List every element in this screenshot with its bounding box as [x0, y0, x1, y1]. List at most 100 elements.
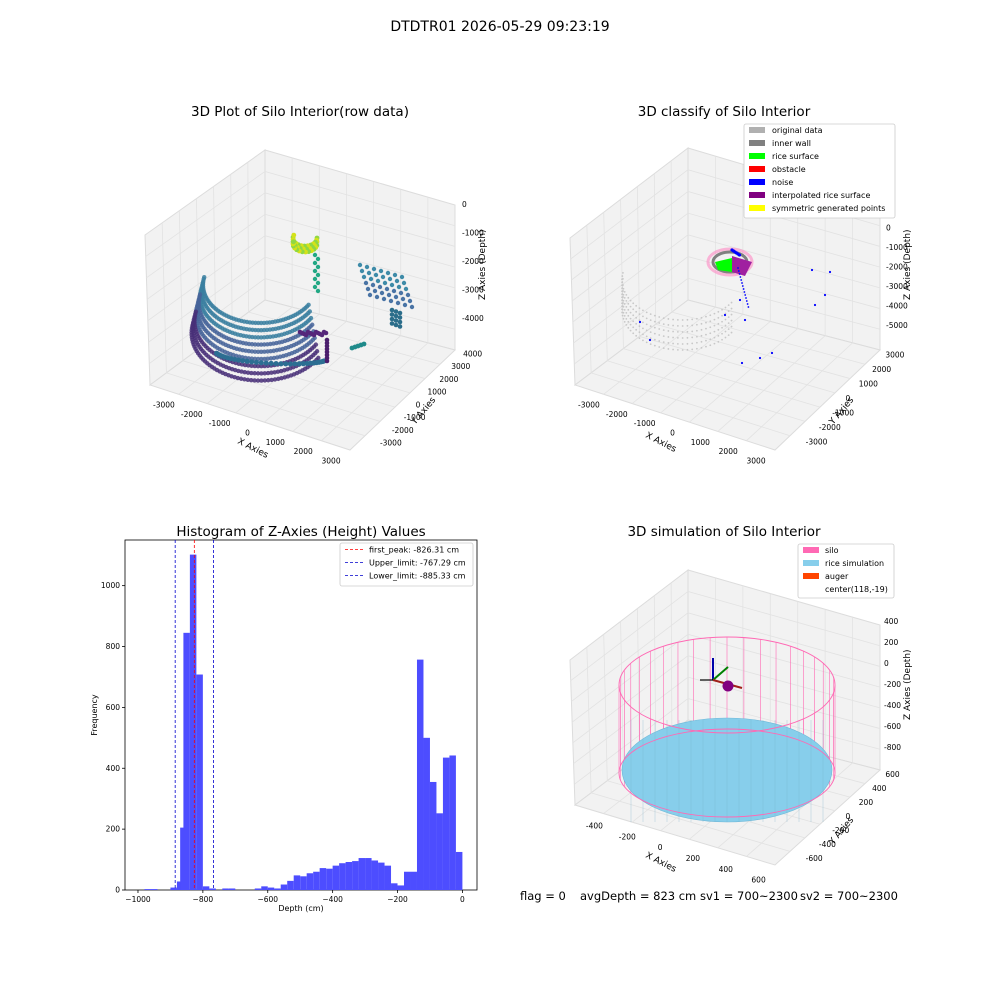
panel-classify-z-tick-label: -5000 — [886, 321, 908, 330]
original-data-point — [629, 323, 632, 326]
histogram-bar — [365, 858, 372, 890]
original-data-point — [724, 306, 727, 309]
raw-data-point — [315, 256, 321, 262]
histogram-x-tick-label: 0 — [460, 895, 465, 904]
original-data-point — [638, 307, 641, 310]
original-data-point — [695, 317, 698, 320]
original-data-point — [632, 314, 635, 317]
noise-point — [823, 293, 827, 297]
raw-data-point — [199, 286, 204, 291]
original-data-point — [658, 334, 661, 336]
panel-histogram: Histogram of Z-Axies (Height) Values −10… — [90, 524, 478, 913]
noise-point — [746, 303, 749, 305]
original-data-point — [681, 331, 684, 333]
raw-data-point — [393, 313, 399, 319]
panel-simulation-y-tick-label: 200 — [859, 798, 874, 807]
histogram-y-tick-label: 600 — [106, 703, 121, 712]
panel-classify-points — [621, 247, 832, 365]
panel-simulation-z-label: Z Axies (Depth) — [903, 649, 913, 720]
original-data-point — [695, 347, 698, 350]
raw-data-point — [253, 359, 260, 365]
classify-legend-swatch — [749, 205, 765, 211]
histogram-x-tick-label: −800 — [193, 895, 214, 904]
raw-data-point — [393, 318, 399, 323]
original-data-point — [676, 343, 679, 345]
original-data-point — [623, 302, 626, 305]
panel-classify-y-tick-label: 1000 — [859, 379, 878, 388]
histogram-title: Histogram of Z-Axies (Height) Values — [176, 524, 425, 540]
raw-data-point — [312, 252, 318, 258]
original-data-point — [717, 316, 720, 319]
raw-data-point — [374, 294, 380, 300]
raw-data-point — [255, 363, 261, 369]
raw-data-point — [373, 272, 379, 278]
simulation-legend-swatch — [803, 560, 819, 566]
original-data-point — [632, 320, 635, 323]
simulation-legend-label: auger — [825, 572, 849, 581]
raw-data-point — [397, 315, 403, 320]
original-data-point — [705, 321, 707, 324]
original-data-point — [645, 341, 648, 344]
original-data-point — [681, 337, 684, 339]
original-data-point — [638, 325, 641, 328]
original-data-point — [642, 309, 644, 312]
original-data-point — [676, 325, 679, 327]
raw-data-point — [391, 288, 397, 294]
noise-point — [740, 361, 744, 365]
panel-classify-y-tick-label: -3000 — [806, 438, 828, 447]
original-data-point — [629, 329, 632, 332]
noise-point — [741, 285, 744, 287]
panel-simulation-y-tick-label: 0 — [846, 812, 851, 821]
raw-data-point — [193, 309, 199, 314]
raw-data-point — [265, 349, 270, 354]
raw-data-point — [252, 371, 257, 376]
raw-data-point — [259, 342, 264, 347]
raw-data-point — [245, 370, 251, 375]
raw-data-point — [403, 286, 409, 292]
raw-data-point — [262, 378, 268, 383]
original-data-point — [622, 317, 625, 320]
noise-point — [737, 270, 740, 272]
raw-data-point — [361, 341, 367, 347]
raw-data-point — [393, 294, 399, 300]
original-data-point — [709, 326, 712, 329]
panel-simulation-3d: 3D simulation of Silo Interior -400 -200 0… — [569, 524, 913, 885]
silo-top-ring — [618, 636, 836, 734]
original-data-point — [705, 315, 707, 318]
raw-data-point — [359, 268, 365, 274]
status-footer: flag = 0 avgDepth = 823 cm sv1 = 700~230… — [520, 889, 898, 903]
histogram-legend-label: Lower_limit: -885.33 cm — [369, 572, 466, 581]
original-data-point — [632, 302, 635, 305]
noise-point — [744, 294, 747, 296]
original-data-point — [658, 328, 661, 330]
original-data-point — [653, 320, 656, 323]
original-data-point — [621, 281, 624, 283]
raw-data-point — [392, 272, 398, 278]
histogram-bar — [455, 851, 463, 890]
raw-data-point — [269, 377, 274, 383]
original-data-point — [705, 339, 707, 342]
raw-data-point — [400, 296, 406, 302]
original-data-point — [717, 310, 720, 313]
simulation-legend-swatch — [803, 573, 819, 579]
original-data-point — [691, 342, 694, 345]
original-data-point — [721, 338, 723, 341]
panel-raw-y-tick-label: 3000 — [451, 362, 470, 371]
original-data-point — [667, 318, 670, 320]
raw-data-point — [190, 320, 196, 326]
raw-data-point — [258, 360, 264, 366]
raw-data-point — [262, 342, 267, 347]
original-data-point — [695, 329, 698, 332]
original-data-point — [672, 336, 674, 339]
histogram-bar — [339, 863, 346, 890]
center-marker — [722, 680, 734, 692]
original-data-point — [691, 330, 694, 333]
original-data-point — [672, 348, 674, 351]
panel-raw-z-tick-label: 0 — [462, 200, 467, 209]
raw-data-point — [272, 370, 277, 375]
raw-data-point — [315, 264, 321, 270]
histogram-bar — [280, 884, 288, 890]
raw-data-point — [397, 324, 403, 329]
raw-data-point — [389, 312, 395, 317]
original-data-point — [667, 336, 670, 338]
